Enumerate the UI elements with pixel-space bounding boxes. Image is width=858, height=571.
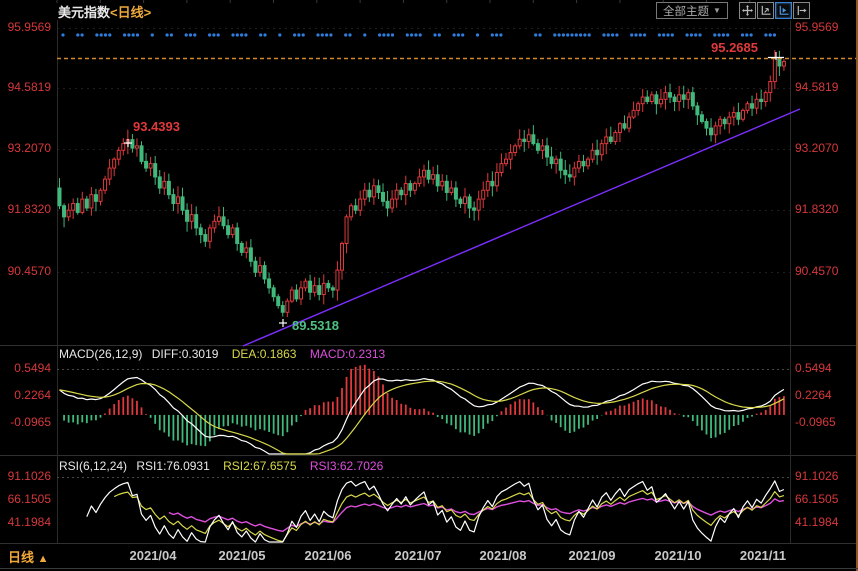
macd-dea-value: DEA:0.1863 xyxy=(231,347,297,361)
price-annotation-1: 89.5318 xyxy=(292,318,339,333)
macd-diff-value: DIFF:0.3019 xyxy=(151,347,219,361)
y-axis-label-left-2-1: 66.1505 xyxy=(7,492,51,506)
page-title: 美元指数<日线> xyxy=(58,2,151,21)
axis-play-icon[interactable] xyxy=(775,2,792,19)
rsi2-value: RSI2:67.6575 xyxy=(223,459,297,473)
period-tag: <日线> xyxy=(110,5,152,20)
y-axis-label-right-0-4: 90.4570 xyxy=(795,264,839,278)
bottom-period-label: 日线 xyxy=(8,550,35,565)
y-axis-label-left-1-0: 0.5494 xyxy=(14,361,51,375)
x-axis-label-3: 2021/07 xyxy=(394,548,442,563)
macd-macd-value: MACD:0.2313 xyxy=(309,347,386,361)
x-axis-label-2: 2021/06 xyxy=(304,548,352,563)
y-axis-label-left-2-2: 41.1984 xyxy=(7,515,51,529)
rsi3-value: RSI3:62.7026 xyxy=(309,459,384,473)
up-triangle-icon: ▲ xyxy=(37,553,49,565)
price-annotation-0: 93.4393 xyxy=(133,119,180,134)
y-axis-label-right-1-0: 0.5494 xyxy=(795,361,832,375)
y-axis-label-left-0-0: 95.9569 xyxy=(7,20,51,34)
chevron-down-icon: ▼ xyxy=(713,6,721,15)
y-axis-label-right-2-2: 41.1984 xyxy=(795,515,839,529)
theme-selector-dropdown[interactable]: 全部主题 ▼ xyxy=(656,2,728,19)
x-axis-label-5: 2021/09 xyxy=(568,548,616,563)
y-axis-label-right-1-2: -0.0965 xyxy=(795,415,836,429)
y-axis-label-left-1-1: 0.2264 xyxy=(14,388,51,402)
y-axis-label-right-0-0: 95.9569 xyxy=(795,20,839,34)
window-right-edge xyxy=(856,0,858,571)
price-annotation-2: 95.2685 xyxy=(711,40,758,55)
y-axis-label-right-0-3: 91.8320 xyxy=(795,202,839,216)
y-axis-label-left-0-2: 93.2070 xyxy=(7,141,51,155)
y-axis-label-left-1-2: -0.0965 xyxy=(10,415,51,429)
y-axis-label-right-0-2: 93.2070 xyxy=(795,141,839,155)
y-axis-label-right-0-1: 94.5819 xyxy=(795,80,839,94)
y-axis-label-left-2-0: 91.1026 xyxy=(7,469,51,483)
x-axis-label-1: 2021/05 xyxy=(218,548,266,563)
y-axis-label-right-2-1: 66.1505 xyxy=(795,492,839,506)
bottom-period-selector[interactable]: 日线 ▲ xyxy=(8,547,49,566)
x-axis-label-4: 2021/08 xyxy=(479,548,527,563)
y-axis-label-left-0-4: 90.4570 xyxy=(7,264,51,278)
macd-name-label: MACD(26,12,9) xyxy=(59,347,143,361)
rsi1-value: RSI1:76.0931 xyxy=(136,459,210,473)
window-bottom-edge xyxy=(0,568,858,569)
exit-right-icon[interactable] xyxy=(793,2,810,19)
theme-selector-label: 全部主题 xyxy=(663,5,710,18)
pan-crosshair-icon[interactable] xyxy=(739,2,756,19)
y-axis-label-left-0-1: 94.5819 xyxy=(7,80,51,94)
y-axis-label-right-2-0: 91.1026 xyxy=(795,469,839,483)
x-axis-label-6: 2021/10 xyxy=(654,548,702,563)
symbol-name: 美元指数 xyxy=(58,5,111,20)
title-bar: 美元指数<日线> 全部主题 ▼ xyxy=(0,0,858,20)
y-axis-label-left-0-3: 91.8320 xyxy=(7,202,51,216)
rsi-header: RSI(6,12,24) RSI1:76.0931 RSI2:67.6575 R… xyxy=(59,459,383,473)
macd-header: MACD(26,12,9) DIFF:0.3019 DEA:0.1863 MAC… xyxy=(59,347,385,361)
x-axis-label-0: 2021/04 xyxy=(129,548,177,563)
axis-scale-icon[interactable] xyxy=(757,2,774,19)
x-axis-label-7: 2021/11 xyxy=(739,548,787,563)
y-axis-label-right-1-1: 0.2264 xyxy=(795,388,832,402)
rsi-name-label: RSI(6,12,24) xyxy=(59,459,128,473)
